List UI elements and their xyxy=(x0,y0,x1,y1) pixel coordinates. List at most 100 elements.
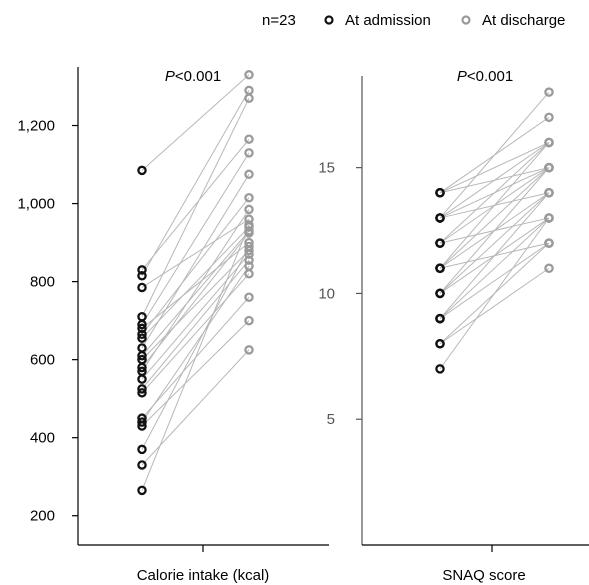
calorie-discharge-point xyxy=(244,93,254,103)
calorie-discharge-point xyxy=(244,241,254,252)
snaq-admission-point xyxy=(435,313,445,324)
snaq-connector-line xyxy=(439,91,550,219)
calorie-admission-point xyxy=(137,351,147,361)
snaq-x-axis-label: SNAQ score xyxy=(442,567,525,584)
snaq-connector-line xyxy=(439,267,550,345)
calorie-connector-line xyxy=(141,224,250,491)
snaq-score-panel: SNAQ score P<0.001 5 10 15 xyxy=(318,68,589,584)
legend-admission-marker xyxy=(324,15,334,25)
calorie-admission-point xyxy=(137,323,147,334)
calorie-connector-line xyxy=(141,320,250,427)
calorie-y-tick-label: 600 xyxy=(30,352,55,369)
calorie-connector-line xyxy=(141,273,250,394)
snaq-connector-line xyxy=(439,142,550,194)
calorie-admission-point xyxy=(137,319,147,330)
calorie-admission-point xyxy=(137,388,147,398)
snaq-connector-line xyxy=(439,192,550,294)
calorie-discharge-point xyxy=(244,315,254,326)
snaq-discharge-point xyxy=(544,238,554,248)
snaq-connector-line xyxy=(439,142,550,219)
calorie-y-tick-label: 400 xyxy=(30,430,55,447)
legend: n=23 At admission At discharge xyxy=(262,12,565,29)
snaq-connector-lines xyxy=(439,91,550,370)
snaq-connector-line xyxy=(439,167,550,294)
calorie-p-symbol: P xyxy=(165,68,175,85)
calorie-connector-line xyxy=(141,246,250,450)
calorie-discharge-point xyxy=(244,70,254,80)
calorie-discharge-point xyxy=(244,192,254,203)
calorie-connector-line xyxy=(141,349,250,466)
calorie-connector-line xyxy=(141,174,250,349)
calorie-discharge-point xyxy=(244,245,254,256)
snaq-connector-line xyxy=(439,242,550,319)
snaq-admission-point xyxy=(435,188,445,198)
calorie-admission-point xyxy=(137,329,147,340)
calorie-admission-point xyxy=(137,421,147,431)
calorie-admission-point xyxy=(137,460,147,470)
snaq-points xyxy=(435,87,554,374)
calorie-connector-line xyxy=(141,265,250,423)
calorie-admission-point xyxy=(137,485,147,496)
snaq-connector-line xyxy=(439,167,550,269)
calorie-admission-point xyxy=(137,384,147,394)
calorie-connector-line xyxy=(141,97,250,317)
calorie-y-tick-label: 800 xyxy=(30,274,55,291)
calorie-y-tick-label: 1,000 xyxy=(17,196,55,213)
calorie-y-tick-label: 200 xyxy=(30,508,55,525)
calorie-connector-line xyxy=(141,152,250,325)
snaq-admission-point xyxy=(435,263,445,274)
snaq-discharge-point xyxy=(544,188,554,198)
calorie-discharge-point xyxy=(244,169,254,180)
calorie-admission-point xyxy=(137,265,147,275)
calorie-discharge-point xyxy=(244,204,254,215)
snaq-discharge-point xyxy=(544,162,554,173)
snaq-admission-point xyxy=(435,288,445,299)
legend-admission-label: At admission xyxy=(345,12,431,29)
snaq-y-tick-label: 10 xyxy=(318,285,335,302)
calorie-p-rest: <0.001 xyxy=(175,68,221,85)
snaq-p-rest: <0.001 xyxy=(467,68,513,85)
calorie-admission-point xyxy=(137,165,147,176)
calorie-discharge-point xyxy=(244,220,254,230)
snaq-discharge-point xyxy=(544,137,554,148)
snaq-admission-point xyxy=(435,338,445,349)
snaq-discharge-point xyxy=(544,112,554,123)
calorie-discharge-point xyxy=(244,261,254,271)
calorie-connector-line xyxy=(141,138,250,271)
calorie-y-ticks: 200 400 600 800 1,000 1,200 xyxy=(17,118,78,525)
calorie-discharge-point xyxy=(244,292,254,302)
calorie-admission-point xyxy=(137,444,147,455)
calorie-connector-line xyxy=(141,218,250,288)
calorie-connector-lines xyxy=(141,74,250,491)
snaq-connector-line xyxy=(439,142,550,269)
calorie-connector-line xyxy=(141,74,250,171)
calorie-intake-panel: Calorie intake (kcal) P<0.001 200 400 600 8… xyxy=(17,67,329,584)
calorie-admission-point xyxy=(137,271,147,281)
snaq-y-tick-label: 5 xyxy=(327,411,335,428)
snaq-connector-line xyxy=(439,217,550,370)
calorie-connector-line xyxy=(141,230,250,357)
legend-discharge-marker xyxy=(461,15,471,25)
calorie-admission-point xyxy=(137,362,147,373)
calorie-p-value: P<0.001 xyxy=(165,68,221,85)
snaq-connector-line xyxy=(439,142,550,244)
snaq-admission-point xyxy=(435,213,445,223)
snaq-connector-line xyxy=(439,217,550,319)
calorie-points xyxy=(137,70,254,496)
snaq-y-tick-label: 15 xyxy=(318,160,335,177)
calorie-discharge-point xyxy=(244,255,254,265)
snaq-y-ticks: 5 10 15 xyxy=(318,160,362,428)
calorie-admission-point xyxy=(137,282,147,293)
snaq-discharge-point xyxy=(544,87,554,97)
legend-n-label: n=23 xyxy=(262,12,296,29)
calorie-connector-line xyxy=(141,242,250,329)
snaq-connector-line xyxy=(439,192,550,319)
calorie-x-axis-label: Calorie intake (kcal) xyxy=(137,567,270,584)
calorie-connector-line xyxy=(141,253,250,380)
snaq-p-value: P<0.001 xyxy=(457,68,513,85)
snaq-admission-point xyxy=(435,238,445,248)
calorie-connector-line xyxy=(141,259,250,390)
calorie-connector-line xyxy=(141,90,250,277)
calorie-discharge-point xyxy=(244,134,254,144)
